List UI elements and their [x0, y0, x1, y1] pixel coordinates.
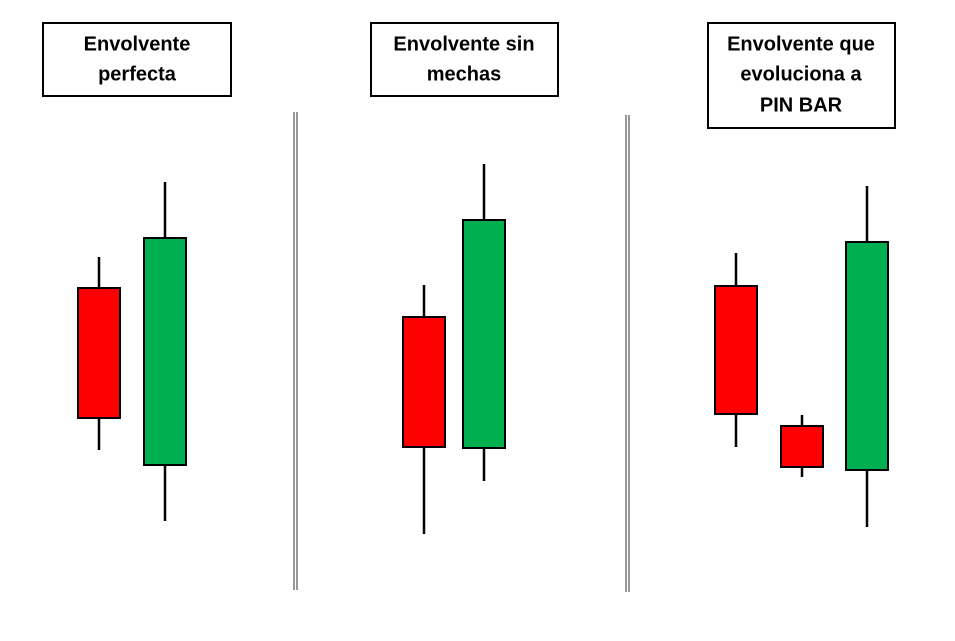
bullish-candle [462, 219, 506, 449]
bearish-candle [780, 425, 824, 468]
label-line: Envolvente sin [393, 33, 534, 55]
label-line: Envolvente que [727, 33, 875, 55]
label-line: perfecta [98, 63, 177, 85]
label-line: Envolvente [84, 33, 191, 55]
label-box [707, 22, 896, 129]
label-box [370, 22, 559, 97]
bearish-candle [402, 316, 446, 448]
bearish-candle [77, 287, 121, 419]
label-line: evoluciona a [740, 63, 862, 85]
label-line: PIN BAR [760, 94, 843, 116]
bullish-candle [845, 241, 889, 471]
label-line: mechas [427, 63, 502, 85]
bearish-candle [714, 285, 758, 415]
label-box [42, 22, 232, 97]
bullish-candle [143, 237, 187, 466]
